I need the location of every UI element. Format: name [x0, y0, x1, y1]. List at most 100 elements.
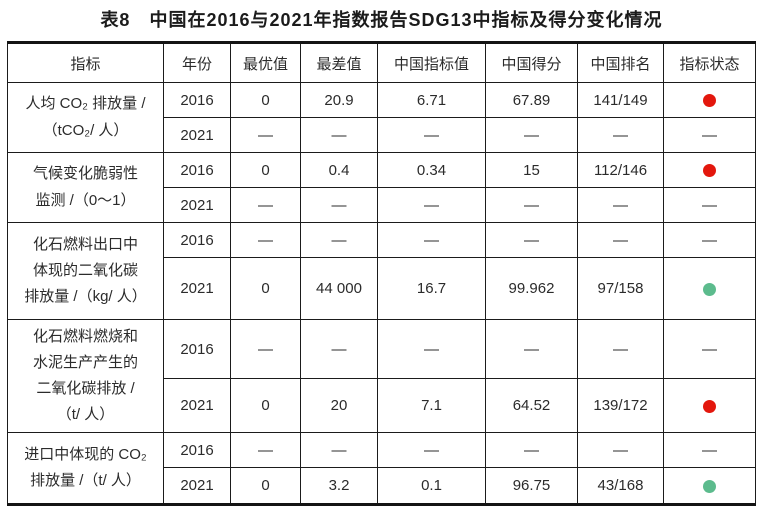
value-cell: — — [485, 117, 578, 153]
value-cell: 99.962 — [485, 257, 578, 320]
year-cell: 2016 — [163, 82, 231, 118]
year-cell: 2016 — [163, 152, 231, 188]
sdg13-indicators-table: 指标 年份 最优值 最差值 中国指标值 中国得分 中国排名 指标状态 人均 CO₂ 排放量 /… — [7, 41, 756, 506]
value-cell: 0 — [230, 378, 301, 433]
status-cell — [663, 152, 756, 188]
table-row-group4-2016: 进口中体现的 CO₂ 排放量 /（t/ 人） 2016— — — — — — — [7, 432, 756, 505]
value-cell: 43/168 — [577, 467, 664, 506]
status-cell — [663, 257, 756, 320]
column-header-6: 中国排名 — [577, 41, 664, 83]
year-cell: 2016 — [163, 432, 231, 468]
value-cell: 141/149 — [577, 82, 664, 118]
year-cell: 2021 — [163, 378, 231, 433]
indicator-cell: 进口中体现的 CO₂ 排放量 /（t/ 人） — [7, 432, 164, 505]
value-cell: 6.71 — [377, 82, 486, 118]
value-cell: — — [377, 222, 486, 258]
value-cell: — — [300, 432, 378, 468]
value-cell: — — [300, 319, 378, 379]
value-cell: — — [300, 222, 378, 258]
table-body: 人均 CO₂ 排放量 / （tCO₂/ 人） 2016 0 20.9 6.71 67.89 1… — [7, 82, 756, 506]
value-cell: 0.4 — [300, 152, 378, 188]
value-cell: — — [300, 187, 378, 223]
value-cell: 67.89 — [485, 82, 578, 118]
value-cell: 3.2 — [300, 467, 378, 506]
table-row-group4-2021: 2021 0 3.2 0.1 96.75 43/168 — [8, 467, 756, 506]
status-cell: — — [663, 117, 756, 153]
status-cell: — — [663, 432, 756, 468]
value-cell: 44 000 — [300, 257, 378, 320]
table-row-group1-2021: 2021— — — — — — — [8, 187, 756, 223]
value-cell: — — [485, 432, 578, 468]
value-cell: — — [230, 319, 301, 379]
value-cell: 0.1 — [377, 467, 486, 506]
value-cell: — — [577, 432, 664, 468]
green-dot-icon — [703, 282, 716, 296]
value-cell: — — [377, 319, 486, 379]
column-header-4: 中国指标值 — [377, 41, 486, 83]
value-cell: — — [230, 432, 301, 468]
value-cell: — — [377, 432, 486, 468]
red-dot-icon — [703, 94, 716, 108]
table-row-group1-2016: 气候变化脆弱性 监测 /（0～1） 2016 0 0.4 0.34 15 112/146 — [7, 152, 756, 223]
value-cell: 16.7 — [377, 257, 486, 320]
column-header-7: 指标状态 — [663, 41, 756, 83]
value-cell: 64.52 — [485, 378, 578, 433]
table-row-group0-2021: 2021— — — — — — — [8, 117, 756, 153]
status-cell — [663, 378, 756, 433]
header-row: 指标 年份 最优值 最差值 中国指标值 中国得分 中国排名 指标状态 — [7, 41, 756, 83]
value-cell: 15 — [485, 152, 578, 188]
column-header-1: 年份 — [163, 41, 231, 83]
value-cell: — — [485, 222, 578, 258]
status-cell — [663, 467, 756, 506]
indicator-cell: 人均 CO₂ 排放量 / （tCO₂/ 人） — [7, 82, 164, 153]
value-cell: — — [230, 117, 301, 153]
value-cell: 0 — [230, 82, 301, 118]
indicator-cell: 化石燃料燃烧和 水泥生产产生的 二氧化碳排放 / （t/ 人） — [7, 319, 164, 433]
value-cell: — — [577, 117, 664, 153]
table-row-group0-2016: 人均 CO₂ 排放量 / （tCO₂/ 人） 2016 0 20.9 6.71 67.89 1… — [7, 82, 756, 153]
table-row-group2-2016: 化石燃料出口中 体现的二氧化碳 排放量 /（kg/ 人） 2016— — — — — — — [7, 222, 756, 320]
table-row-group3-2016: 化石燃料燃烧和 水泥生产产生的 二氧化碳排放 / （t/ 人） 2016— — — — — — — [7, 319, 756, 433]
value-cell: 0 — [230, 152, 301, 188]
value-cell: 20 — [300, 378, 378, 433]
value-cell: — — [377, 117, 486, 153]
value-cell: 139/172 — [577, 378, 664, 433]
table-caption: 表8 中国在2016与2021年指数报告SDG13中指标及得分变化情况 — [100, 10, 663, 30]
column-header-0: 指标 — [7, 41, 164, 83]
value-cell: — — [577, 222, 664, 258]
value-cell: 0 — [230, 257, 301, 320]
value-cell: — — [230, 187, 301, 223]
value-cell: 96.75 — [485, 467, 578, 506]
value-cell: 0.34 — [377, 152, 486, 188]
value-cell: — — [230, 222, 301, 258]
value-cell: 112/146 — [577, 152, 664, 188]
value-cell: — — [577, 319, 664, 379]
status-cell: — — [663, 319, 756, 379]
value-cell: 0 — [230, 467, 301, 506]
year-cell: 2016 — [163, 222, 231, 258]
value-cell: — — [377, 187, 486, 223]
status-cell: — — [663, 187, 756, 223]
status-cell: — — [663, 222, 756, 258]
value-cell: — — [485, 187, 578, 223]
year-cell: 2021 — [163, 187, 231, 223]
value-cell: — — [485, 319, 578, 379]
table-header: 指标 年份 最优值 最差值 中国指标值 中国得分 中国排名 指标状态 — [7, 41, 756, 83]
red-dot-icon — [703, 164, 716, 178]
value-cell: 97/158 — [577, 257, 664, 320]
indicator-cell: 气候变化脆弱性 监测 /（0～1） — [7, 152, 164, 223]
year-cell: 2021 — [163, 467, 231, 506]
status-cell — [663, 82, 756, 118]
year-cell: 2021 — [163, 117, 231, 153]
value-cell: 7.1 — [377, 378, 486, 433]
column-header-2: 最优值 — [230, 41, 301, 83]
value-cell: — — [300, 117, 378, 153]
year-cell: 2016 — [163, 319, 231, 379]
column-header-5: 中国得分 — [485, 41, 578, 83]
value-cell: — — [577, 187, 664, 223]
year-cell: 2021 — [163, 257, 231, 320]
red-dot-icon — [703, 399, 716, 413]
value-cell: 20.9 — [300, 82, 378, 118]
green-dot-icon — [703, 479, 716, 493]
